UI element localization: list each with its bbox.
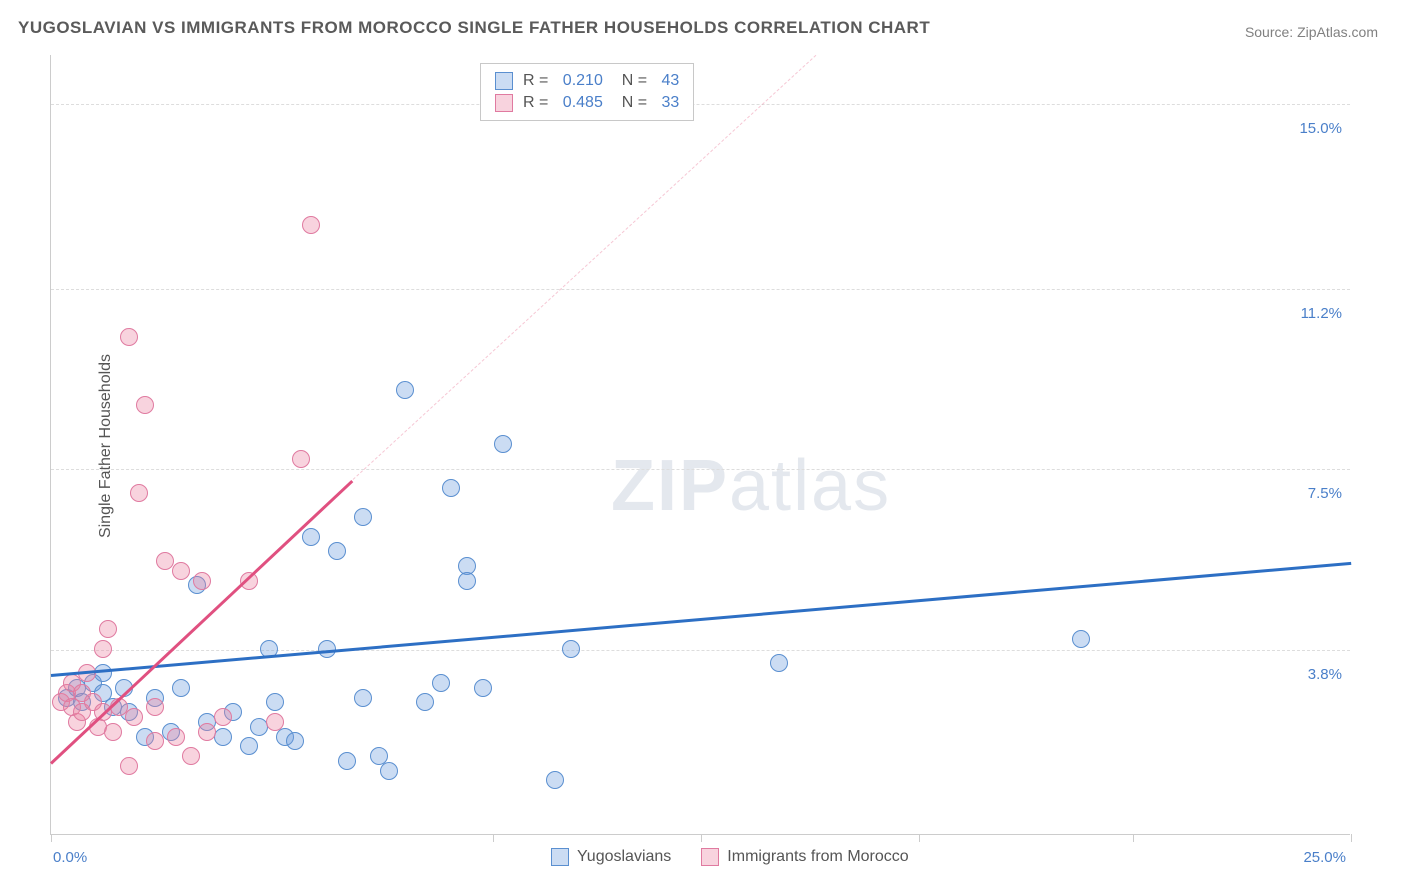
data-point [286, 732, 304, 750]
data-point [546, 771, 564, 789]
x-tick [51, 834, 52, 842]
data-point [94, 640, 112, 658]
data-point [354, 508, 372, 526]
data-point [198, 723, 216, 741]
data-point [172, 679, 190, 697]
legend-n-label: N = [613, 94, 652, 112]
gridline [51, 650, 1350, 651]
y-tick-label: 3.8% [1308, 666, 1342, 683]
data-point [396, 381, 414, 399]
legend-swatch [495, 94, 513, 112]
data-point [214, 728, 232, 746]
data-point [474, 679, 492, 697]
legend-swatch [495, 72, 513, 90]
x-tick [1351, 834, 1352, 842]
data-point [120, 757, 138, 775]
gridline [51, 289, 1350, 290]
legend-series-name: Yugoslavians [577, 848, 671, 866]
data-point [458, 572, 476, 590]
data-point [146, 732, 164, 750]
data-point [214, 708, 232, 726]
source-label: Source: ZipAtlas.com [1245, 24, 1378, 40]
data-point [370, 747, 388, 765]
data-point [130, 484, 148, 502]
legend-bottom: Yugoslavians Immigrants from Morocco [551, 848, 909, 866]
gridline [51, 469, 1350, 470]
watermark-atlas: atlas [729, 446, 891, 526]
data-point [120, 328, 138, 346]
data-point [104, 723, 122, 741]
data-point [338, 752, 356, 770]
watermark: ZIPatlas [611, 445, 891, 527]
legend-series-name: Immigrants from Morocco [727, 848, 908, 866]
x-max-label: 25.0% [1303, 849, 1346, 866]
data-point [1072, 630, 1090, 648]
legend-swatch [551, 848, 569, 866]
y-tick-label: 11.2% [1301, 305, 1342, 322]
data-point [416, 693, 434, 711]
legend-stats: R = 0.210 N = 43R = 0.485 N = 33 [480, 63, 694, 121]
legend-n-value: 33 [662, 94, 680, 112]
legend-n-label: N = [613, 72, 652, 90]
legend-swatch [701, 848, 719, 866]
data-point [266, 713, 284, 731]
x-tick [919, 834, 920, 842]
data-point [302, 528, 320, 546]
data-point [442, 479, 460, 497]
legend-r-value: 0.210 [563, 72, 603, 90]
legend-n-value: 43 [662, 72, 680, 90]
data-point [562, 640, 580, 658]
data-point [94, 664, 112, 682]
data-point [380, 762, 398, 780]
legend-r-label: R = [523, 72, 553, 90]
data-point [240, 737, 258, 755]
data-point [136, 396, 154, 414]
x-tick [1133, 834, 1134, 842]
legend-r-label: R = [523, 94, 553, 112]
legend-r-value: 0.485 [563, 94, 603, 112]
data-point [167, 728, 185, 746]
data-point [193, 572, 211, 590]
legend-stats-row: R = 0.485 N = 33 [495, 92, 679, 114]
x-tick [701, 834, 702, 842]
data-point [266, 693, 284, 711]
legend-stats-row: R = 0.210 N = 43 [495, 70, 679, 92]
data-point [125, 708, 143, 726]
data-point [328, 542, 346, 560]
data-point [146, 698, 164, 716]
y-tick-label: 15.0% [1299, 120, 1342, 137]
chart-title: YUGOSLAVIAN VS IMMIGRANTS FROM MOROCCO S… [18, 18, 930, 38]
data-point [770, 654, 788, 672]
x-min-label: 0.0% [53, 849, 87, 866]
y-tick-label: 7.5% [1308, 485, 1342, 502]
data-point [494, 435, 512, 453]
x-tick [493, 834, 494, 842]
legend-item: Immigrants from Morocco [701, 848, 908, 866]
data-point [172, 562, 190, 580]
data-point [182, 747, 200, 765]
data-point [292, 450, 310, 468]
data-point [354, 689, 372, 707]
data-point [99, 620, 117, 638]
data-point [302, 216, 320, 234]
scatter-plot-area: ZIPatlas 3.8%7.5%11.2%15.0%0.0%25.0%R = … [50, 55, 1350, 835]
watermark-zip: ZIP [611, 446, 729, 526]
legend-item: Yugoslavians [551, 848, 671, 866]
data-point [432, 674, 450, 692]
gridline [51, 104, 1350, 105]
